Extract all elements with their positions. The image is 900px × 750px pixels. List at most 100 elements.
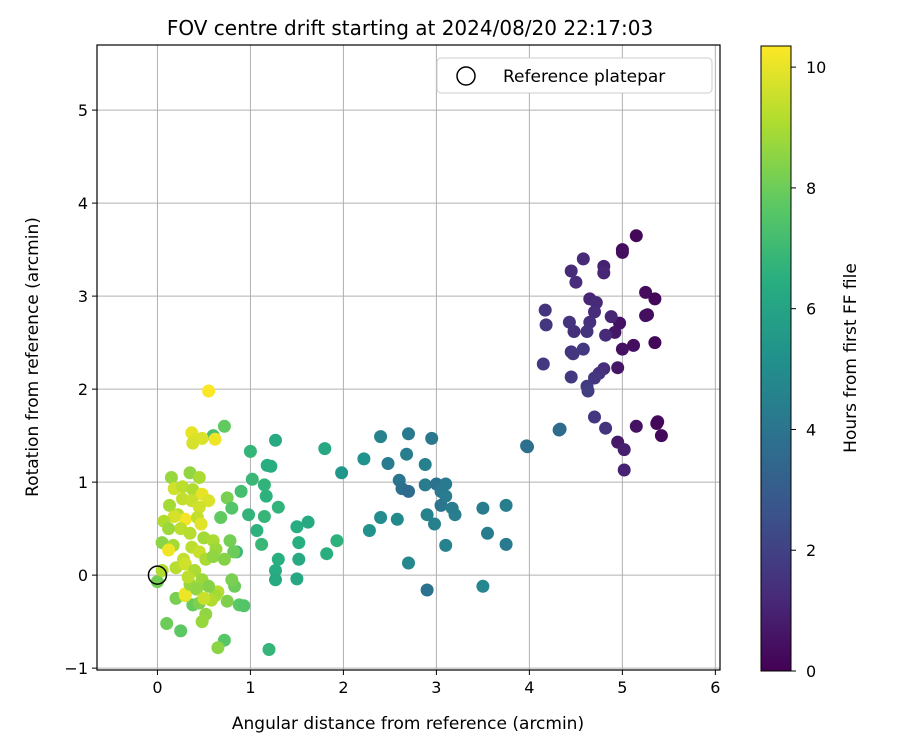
data-point xyxy=(576,342,590,356)
data-point xyxy=(301,515,315,529)
data-point xyxy=(335,466,349,480)
data-point xyxy=(499,537,513,551)
data-point xyxy=(227,545,241,559)
data-point xyxy=(629,419,643,433)
data-point xyxy=(245,472,259,486)
colorbar-tick-label: 2 xyxy=(806,541,816,560)
data-point xyxy=(588,305,601,319)
data-point xyxy=(581,384,595,398)
legend: Reference platepar xyxy=(436,57,713,94)
data-point xyxy=(654,429,668,443)
data-point xyxy=(211,641,225,655)
x-ticks: 0 1 2 3 4 5 6 xyxy=(152,670,720,697)
data-point xyxy=(176,480,189,494)
colorbar-ticks: 0 2 4 6 8 10 xyxy=(791,58,826,681)
data-point xyxy=(178,557,192,571)
data-point xyxy=(164,471,178,484)
data-point xyxy=(564,264,578,278)
scatter-points xyxy=(150,229,668,656)
x-axis-label: Angular distance from reference (arcmin) xyxy=(232,714,584,734)
data-point xyxy=(264,459,278,473)
data-point xyxy=(499,498,513,512)
data-point xyxy=(259,489,273,503)
colorbar-gradient xyxy=(760,45,792,672)
data-point xyxy=(262,643,276,656)
x-tick-label: 0 xyxy=(152,678,162,697)
data-point xyxy=(269,573,282,587)
data-point xyxy=(202,579,216,593)
data-point xyxy=(580,325,594,338)
x-tick-label: 1 xyxy=(245,678,255,697)
data-point xyxy=(617,463,631,477)
reference-marker-layer xyxy=(147,565,168,585)
data-point xyxy=(553,422,567,436)
data-point xyxy=(381,457,395,470)
data-point xyxy=(476,579,490,593)
data-point xyxy=(243,444,257,458)
y-tick-label: 1 xyxy=(78,473,88,492)
data-point xyxy=(588,371,601,385)
data-point xyxy=(271,552,285,566)
data-point xyxy=(290,572,304,586)
data-point xyxy=(402,556,415,570)
data-point xyxy=(257,478,271,492)
data-point xyxy=(420,508,434,522)
data-point xyxy=(639,309,653,323)
data-point xyxy=(271,500,285,514)
data-point xyxy=(439,538,453,552)
data-point xyxy=(588,410,601,424)
data-point xyxy=(250,524,264,537)
data-point xyxy=(567,325,581,338)
data-point xyxy=(599,328,613,342)
data-point xyxy=(292,536,306,550)
data-point xyxy=(163,498,176,512)
data-point xyxy=(420,583,434,597)
data-point xyxy=(195,431,209,445)
data-point xyxy=(539,318,553,332)
legend-entry: Reference platepar xyxy=(503,67,665,87)
y-tick-label: 2 xyxy=(78,380,88,399)
x-tick-label: 4 xyxy=(524,678,534,697)
data-point xyxy=(192,471,206,484)
x-tick-label: 3 xyxy=(431,678,441,697)
colorbar-tick-label: 10 xyxy=(806,58,826,77)
grid xyxy=(97,45,720,670)
data-point xyxy=(374,511,388,524)
colorbar-label: Hours from first FF file xyxy=(841,263,861,453)
data-point xyxy=(576,252,590,266)
data-point xyxy=(538,303,552,317)
data-point xyxy=(160,617,174,630)
data-point xyxy=(194,517,208,531)
data-point xyxy=(648,336,662,350)
data-point xyxy=(217,419,231,433)
data-point xyxy=(195,615,209,629)
data-point xyxy=(362,524,376,537)
data-point xyxy=(597,266,611,280)
y-tick-label: −1 xyxy=(64,659,88,678)
data-point xyxy=(617,443,631,457)
y-ticks: −1 0 1 2 3 4 5 xyxy=(64,101,97,678)
data-point xyxy=(615,342,629,356)
data-point xyxy=(536,357,550,371)
data-point xyxy=(428,517,441,531)
data-point xyxy=(292,552,306,566)
data-point xyxy=(599,421,613,435)
data-point xyxy=(611,361,625,375)
data-point xyxy=(520,439,534,453)
data-point xyxy=(400,447,414,461)
legend-marker-icon xyxy=(456,66,476,86)
data-point xyxy=(629,229,643,243)
data-point xyxy=(257,510,271,523)
data-point xyxy=(269,433,282,447)
data-point xyxy=(639,285,653,299)
data-point xyxy=(255,537,269,551)
data-point xyxy=(197,591,211,605)
data-point xyxy=(434,498,448,512)
colorbar-tick-label: 6 xyxy=(806,300,816,319)
y-axis-label: Rotation from reference (arcmin) xyxy=(23,217,43,497)
data-point xyxy=(390,512,404,526)
colorbar-tick-label: 0 xyxy=(806,662,816,681)
data-point xyxy=(627,338,640,352)
data-point xyxy=(448,508,462,522)
